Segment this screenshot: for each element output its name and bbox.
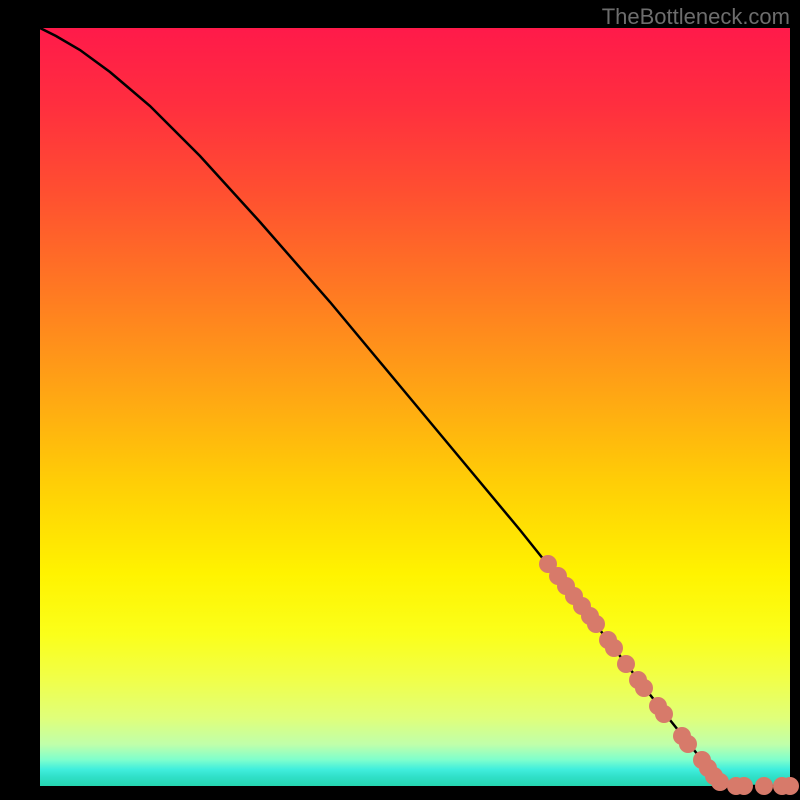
data-marker: [655, 705, 673, 723]
data-marker: [711, 773, 729, 791]
gradient-background: [40, 28, 790, 786]
data-marker: [781, 777, 799, 795]
data-marker: [735, 777, 753, 795]
chart-svg: [0, 0, 800, 800]
watermark-text: TheBottleneck.com: [602, 4, 790, 30]
data-marker: [587, 615, 605, 633]
data-marker: [617, 655, 635, 673]
data-marker: [755, 777, 773, 795]
data-marker: [679, 735, 697, 753]
data-marker: [605, 639, 623, 657]
data-marker: [635, 679, 653, 697]
